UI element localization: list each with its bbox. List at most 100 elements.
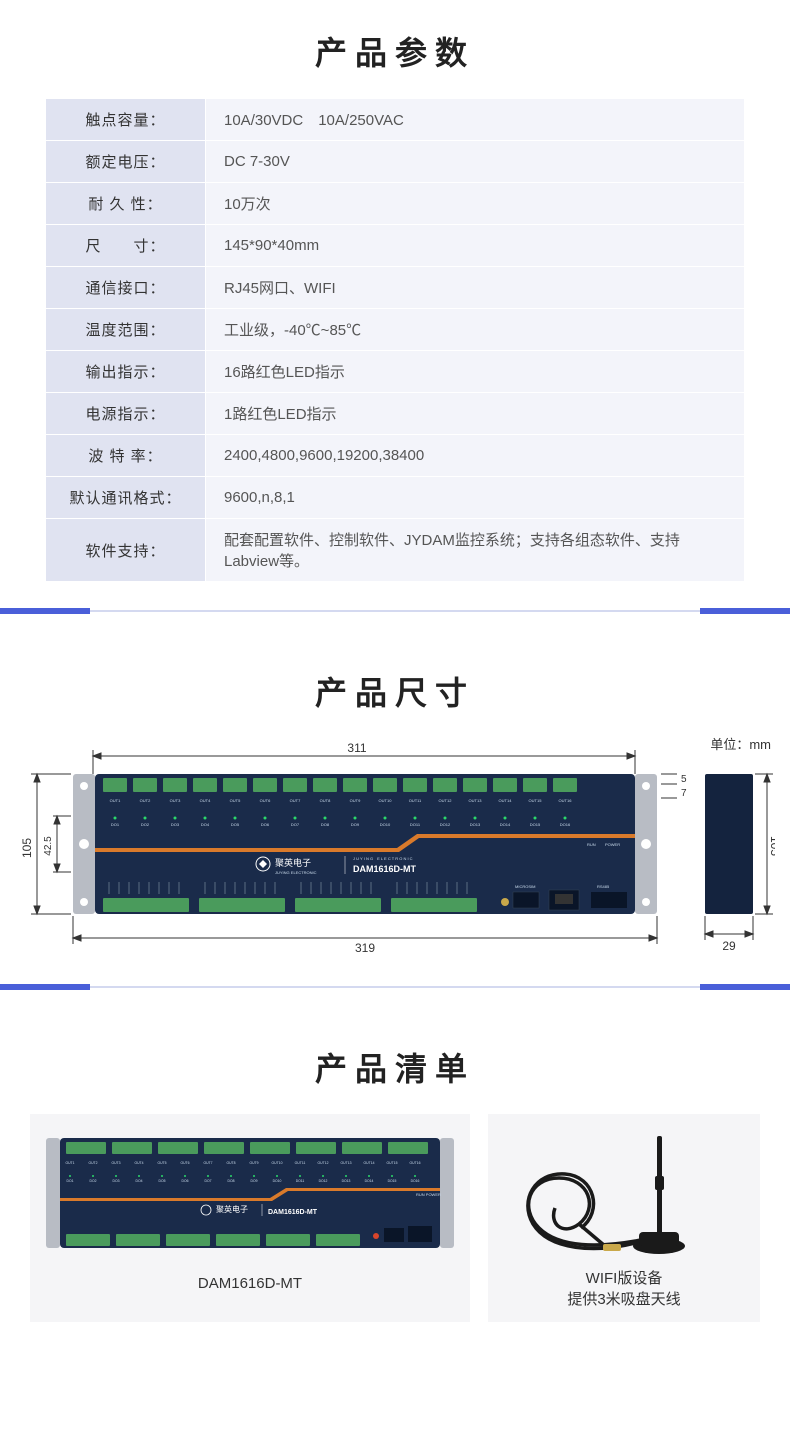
svg-text:DO5: DO5: [231, 822, 240, 827]
section-divider: [0, 986, 790, 988]
svg-text:MICROSIM: MICROSIM: [515, 884, 535, 889]
svg-text:OUT16: OUT16: [410, 1161, 421, 1165]
svg-text:DO15: DO15: [388, 1179, 397, 1183]
dims-title: 产品尺寸: [0, 640, 790, 738]
svg-text:DO16: DO16: [560, 822, 571, 827]
spec-label: 耐 久 性：: [46, 183, 206, 225]
dim-r-gap: 7: [681, 788, 687, 799]
svg-text:DO14: DO14: [500, 822, 511, 827]
svg-text:DO5: DO5: [159, 1179, 166, 1183]
svg-text:OUT12: OUT12: [318, 1161, 329, 1165]
product-caption: WIFI版设备 提供3米吸盘天线: [498, 1268, 750, 1310]
list-title: 产品清单: [0, 1016, 790, 1114]
spec-label: 软件支持：: [46, 519, 206, 582]
svg-text:OUT15: OUT15: [387, 1161, 398, 1165]
table-row: 软件支持：配套配置软件、控制软件、JYDAM监控系统；支持各组态软件、支持Lab…: [46, 519, 745, 582]
spec-label: 通信接口：: [46, 267, 206, 309]
svg-text:OUT1: OUT1: [65, 1161, 74, 1165]
spec-value: 9600,n,8,1: [206, 477, 745, 519]
spec-label: 尺 寸：: [46, 225, 206, 267]
svg-text:OUT16: OUT16: [559, 798, 573, 803]
svg-text:OUT8: OUT8: [320, 798, 331, 803]
svg-text:DO1: DO1: [111, 822, 120, 827]
svg-text:OUT2: OUT2: [88, 1161, 97, 1165]
svg-text:DO6: DO6: [261, 822, 270, 827]
svg-text:DO7: DO7: [291, 822, 300, 827]
svg-text:DO9: DO9: [351, 822, 360, 827]
svg-text:DO12: DO12: [440, 822, 451, 827]
antenna-image: [509, 1128, 739, 1258]
svg-text:DO3: DO3: [113, 1179, 120, 1183]
svg-text:聚英电子: 聚英电子: [216, 1204, 248, 1214]
product-card: WIFI版设备 提供3米吸盘天线: [488, 1114, 760, 1322]
dim-bottom: 319: [355, 941, 375, 955]
svg-text:OUT13: OUT13: [469, 798, 483, 803]
svg-text:OUT7: OUT7: [203, 1161, 212, 1165]
spec-value: 2400,4800,9600,19200,38400: [206, 435, 745, 477]
svg-text:DO13: DO13: [470, 822, 481, 827]
svg-text:DO12: DO12: [319, 1179, 328, 1183]
svg-text:OUT6: OUT6: [260, 798, 271, 803]
svg-text:OUT9: OUT9: [350, 798, 361, 803]
unit-label: 单位：mm: [710, 734, 771, 753]
table-row: 电源指示：1路红色LED指示: [46, 393, 745, 435]
svg-text:DO14: DO14: [365, 1179, 374, 1183]
product-device-image: OUT1DO1OUT2DO2OUT3DO3OUT4DO4OUT5DO5OUT6D…: [40, 1128, 460, 1258]
svg-text:OUT12: OUT12: [439, 798, 453, 803]
svg-text:OUT11: OUT11: [409, 798, 422, 803]
svg-text:OUT1: OUT1: [110, 798, 121, 803]
svg-text:RUN: RUN: [587, 842, 596, 847]
table-row: 通信接口：RJ45网口、WIFI: [46, 267, 745, 309]
table-row: 温度范围：工业级，-40℃~85℃: [46, 309, 745, 351]
spec-label: 电源指示：: [46, 393, 206, 435]
spec-table: 触点容量：10A/30VDC 10A/250VAC额定电压：DC 7-30V耐 …: [45, 98, 745, 582]
spec-label: 波 特 率：: [46, 435, 206, 477]
svg-text:DO1: DO1: [67, 1179, 74, 1183]
svg-text:DO2: DO2: [90, 1179, 97, 1183]
svg-text:DO4: DO4: [201, 822, 210, 827]
table-row: 尺 寸：145*90*40mm: [46, 225, 745, 267]
table-row: 额定电压：DC 7-30V: [46, 141, 745, 183]
svg-text:DO8: DO8: [228, 1179, 235, 1183]
svg-text:DO2: DO2: [141, 822, 150, 827]
spec-value: 配套配置软件、控制软件、JYDAM监控系统；支持各组态软件、支持Labview等…: [206, 519, 745, 582]
dim-left-h: 105: [20, 838, 34, 858]
svg-text:OUT13: OUT13: [341, 1161, 352, 1165]
spec-label: 触点容量：: [46, 99, 206, 141]
spec-value: 16路红色LED指示: [206, 351, 745, 393]
table-row: 耐 久 性：10万次: [46, 183, 745, 225]
svg-text:OUT11: OUT11: [295, 1161, 306, 1165]
svg-text:OUT6: OUT6: [180, 1161, 189, 1165]
brand-en: JUYING ELECTRONIC: [275, 870, 317, 875]
spec-label: 默认通讯格式：: [46, 477, 206, 519]
svg-text:OUT3: OUT3: [170, 798, 181, 803]
dim-top: 311: [347, 741, 366, 755]
svg-text:DO11: DO11: [410, 822, 421, 827]
svg-text:RUN POWER: RUN POWER: [416, 1192, 441, 1197]
specs-title: 产品参数: [0, 0, 790, 98]
spec-value: DC 7-30V: [206, 141, 745, 183]
spec-label: 输出指示：: [46, 351, 206, 393]
product-list: OUT1DO1OUT2DO2OUT3DO3OUT4DO4OUT5DO5OUT6D…: [30, 1114, 760, 1322]
svg-text:DO7: DO7: [205, 1179, 212, 1183]
svg-text:J U Y I N G E L E C T R O N I: J U Y I N G E L E C T R O N I C: [353, 856, 413, 861]
svg-text:POWER: POWER: [605, 842, 620, 847]
svg-text:OUT5: OUT5: [157, 1161, 166, 1165]
table-row: 波 特 率：2400,4800,9600,19200,38400: [46, 435, 745, 477]
dim-side-h: 105: [768, 836, 775, 856]
product-caption: DAM1616D-MT: [40, 1273, 460, 1294]
svg-text:DO11: DO11: [296, 1179, 305, 1183]
svg-text:OUT7: OUT7: [290, 798, 301, 803]
svg-text:DO10: DO10: [273, 1179, 282, 1183]
dim-side-w: 29: [722, 939, 736, 953]
spec-value: 工业级，-40℃~85℃: [206, 309, 745, 351]
svg-text:DO4: DO4: [136, 1179, 143, 1183]
spec-label: 温度范围：: [46, 309, 206, 351]
svg-text:DO13: DO13: [342, 1179, 351, 1183]
section-divider: [0, 610, 790, 612]
svg-text:OUT10: OUT10: [272, 1161, 283, 1165]
spec-value: 145*90*40mm: [206, 225, 745, 267]
svg-text:OUT3: OUT3: [111, 1161, 120, 1165]
svg-text:RS485: RS485: [597, 884, 610, 889]
svg-text:DO8: DO8: [321, 822, 330, 827]
